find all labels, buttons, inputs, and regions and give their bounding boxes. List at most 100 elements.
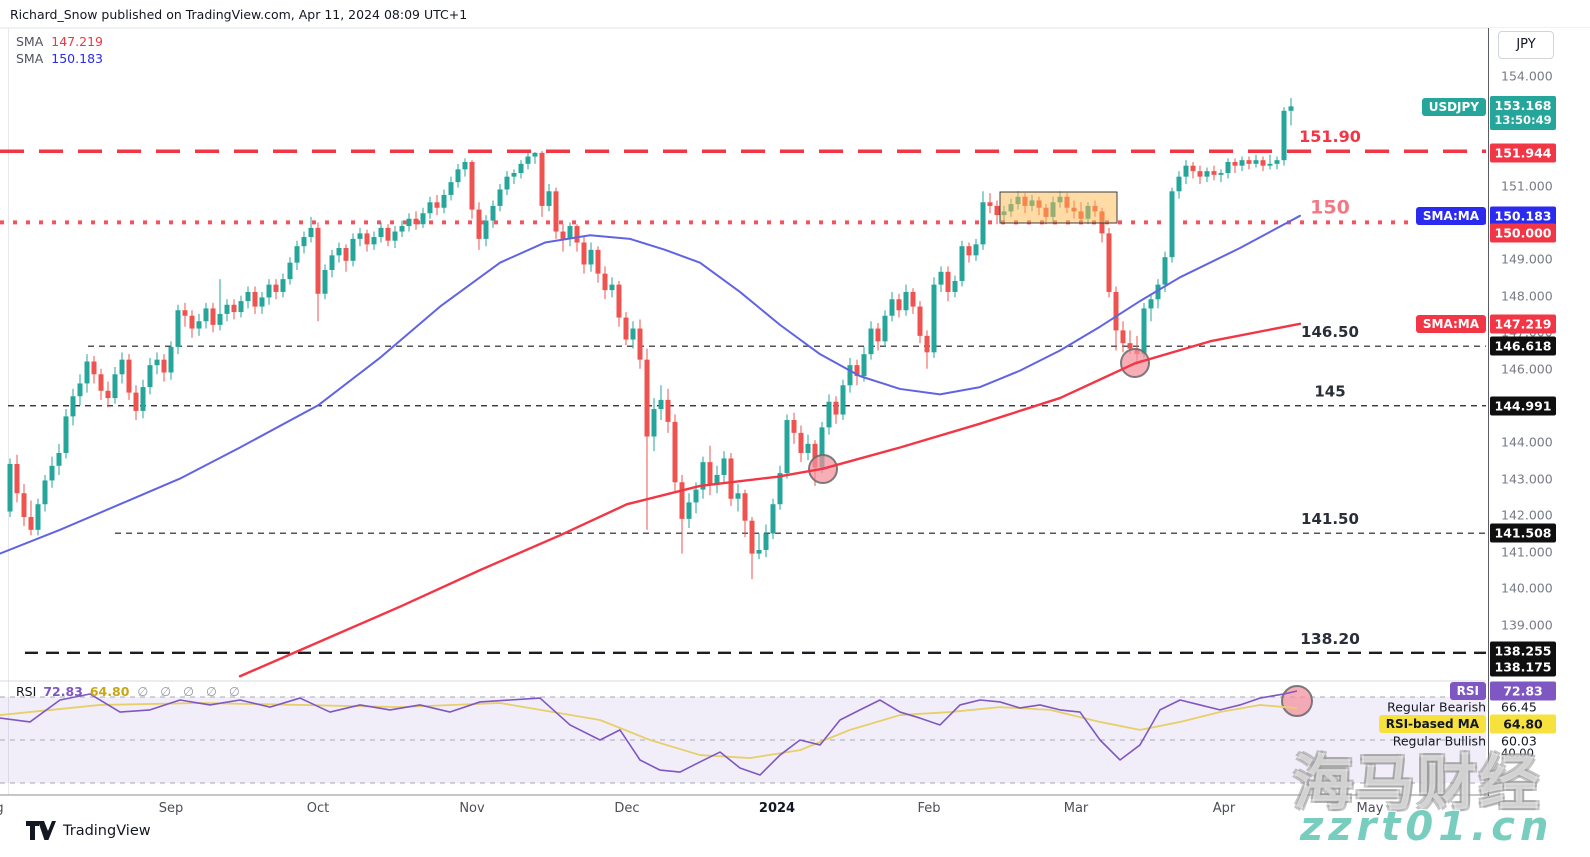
- candle-body: [875, 328, 881, 342]
- candle-body: [385, 227, 391, 241]
- candle-body: [1218, 172, 1224, 175]
- candle-body: [91, 361, 97, 375]
- candle-body: [714, 474, 720, 485]
- candle-body: [1155, 284, 1161, 300]
- candle-body: [553, 191, 559, 232]
- axis-value: 60.03: [1501, 733, 1537, 749]
- candle-body: [574, 226, 580, 243]
- candle-body: [371, 237, 377, 245]
- candle-body: [308, 227, 314, 238]
- candle-body: [518, 163, 524, 173]
- sma-legend-value: 150.183: [51, 51, 103, 66]
- candle-body: [896, 299, 902, 311]
- candle-body: [7, 463, 13, 512]
- time-axis-label-may: May: [1356, 801, 1384, 816]
- axis-value: 40.00: [1501, 746, 1534, 760]
- candle-body: [525, 156, 531, 164]
- candle-body: [805, 443, 811, 453]
- axis-tick: 154.000: [1501, 68, 1553, 84]
- axis-price-badge: 150.000: [1490, 223, 1556, 243]
- candle-body: [287, 262, 293, 280]
- candle-body: [602, 273, 608, 291]
- level-label-138.20: 138.20: [1300, 630, 1360, 648]
- axis-value: 66.45: [1501, 699, 1537, 715]
- candle-body: [1176, 176, 1182, 192]
- candle-body: [791, 420, 797, 433]
- candle-body: [1120, 330, 1126, 344]
- axis-tick: 148.000: [1501, 288, 1553, 304]
- candle-body: [189, 315, 195, 329]
- candle-body: [133, 392, 139, 411]
- candle-body: [441, 194, 447, 208]
- candle-body: [21, 493, 27, 518]
- tradingview-logo[interactable]: TradingView: [26, 821, 151, 840]
- candle-body: [504, 176, 510, 190]
- time-axis-label-mar: Mar: [1063, 801, 1089, 816]
- price-axis[interactable]: 154.000151.000149.000148.000147.000146.0…: [1488, 28, 1590, 796]
- candle-body: [1169, 191, 1175, 258]
- axis-tick: 151.000: [1501, 178, 1553, 194]
- candle-body: [280, 279, 286, 292]
- candle-body: [469, 162, 475, 210]
- candle-body: [840, 385, 846, 415]
- candle-body: [364, 233, 370, 245]
- level-label-141.50: 141.50: [1301, 510, 1359, 528]
- candle-body: [609, 284, 615, 291]
- candle-body: [1127, 343, 1133, 349]
- candle-body: [1148, 299, 1154, 309]
- time-axis-label-dec: Dec: [614, 801, 640, 816]
- candle-body: [532, 152, 538, 157]
- candle-body: [889, 299, 895, 316]
- candle-body: [1190, 165, 1196, 172]
- support-touch-circle-3[interactable]: [1281, 685, 1313, 717]
- candle-body: [1239, 160, 1245, 166]
- axis-price-badge: 138.175: [1490, 657, 1556, 677]
- candle-body: [35, 504, 41, 530]
- candle-body: [700, 462, 706, 490]
- candle-body: [798, 432, 804, 453]
- tradingview-brand-text: TradingView: [63, 822, 151, 839]
- candle-body: [1253, 160, 1259, 164]
- candle-body: [651, 409, 657, 437]
- rsi-ma-value: 64.80: [89, 684, 130, 699]
- candle-body: [203, 308, 209, 322]
- candle-body: [546, 191, 552, 206]
- candle-body: [1113, 291, 1119, 331]
- candle-body: [1197, 171, 1203, 177]
- sma-legend-row: SMA 150.183: [16, 50, 103, 67]
- currency-unit-button[interactable]: JPY: [1498, 31, 1554, 59]
- axis-price-badge: 72.83: [1490, 681, 1556, 701]
- level-label-146.50: 146.50: [1301, 323, 1359, 341]
- candle-body: [42, 480, 48, 505]
- candle-body: [1281, 110, 1287, 161]
- candle-body: [1204, 171, 1210, 177]
- candle-body: [238, 301, 244, 313]
- candle-body: [623, 317, 629, 340]
- axis-price-badge: 150.183: [1490, 206, 1556, 226]
- time-axis-label-apr: Apr: [1212, 801, 1236, 816]
- axis-tick: 143.000: [1501, 471, 1553, 487]
- candle-body: [434, 202, 440, 208]
- level-label-150: 150: [1310, 196, 1350, 218]
- candle-body: [826, 401, 832, 428]
- candle-body: [1246, 160, 1252, 164]
- candle-body: [462, 162, 468, 170]
- candle-body: [14, 463, 20, 494]
- candle-body: [196, 321, 202, 329]
- consolidation-box-annotation[interactable]: [999, 191, 1118, 224]
- rsi-value: 72.83: [43, 684, 83, 699]
- candle-body: [987, 202, 993, 206]
- axis-price-badge: 153.168 13:50:49: [1490, 96, 1556, 130]
- axis-tick: 146.000: [1501, 361, 1553, 377]
- candle-body: [217, 313, 223, 325]
- candle-body: [105, 390, 111, 399]
- candle-body: [581, 242, 587, 265]
- axis-price-badge: 64.80: [1490, 714, 1556, 734]
- candle-body: [847, 365, 853, 386]
- candle-body: [630, 328, 636, 340]
- candle-body: [980, 202, 986, 245]
- candle-body: [1211, 171, 1217, 175]
- candle-body: [644, 359, 650, 437]
